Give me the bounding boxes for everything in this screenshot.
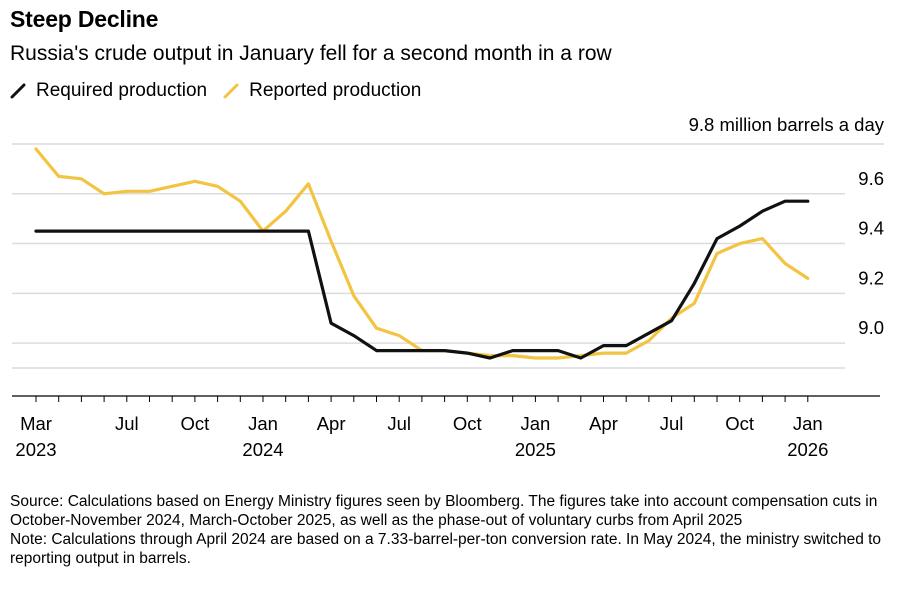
x-tick-label: Jul [660,413,684,434]
legend-label-reported: Reported production [249,80,422,101]
x-tick-label: Oct [453,413,482,434]
footnotes: Source: Calculations based on Energy Min… [10,492,890,568]
legend-label-required: Required production [36,80,208,101]
legend: Required production Reported production [10,80,437,102]
x-tick-label: Jul [115,413,139,434]
x-tick-label: Apr [317,413,346,434]
method-note: Note: Calculations through April 2024 ar… [10,531,882,567]
x-tick-label: Jan [248,413,278,434]
legend-swatch-reported-icon [223,83,239,99]
y-tick-label: 9.0 [858,317,884,338]
x-tick-label: Apr [589,413,618,434]
x-tick-year-label: 2023 [15,439,56,460]
x-tick-year-label: 2024 [242,439,283,460]
source-note: Source: Calculations based on Energy Min… [10,493,878,529]
series-line-reported [34,147,810,360]
x-tick-label: Jan [793,413,823,434]
legend-swatch-required-icon [10,83,26,99]
x-tick-label: Jan [520,413,550,434]
series-line-required [34,199,810,360]
x-tick-label: Oct [725,413,754,434]
y-tick-label: 9.4 [858,218,884,239]
x-tick-label: Mar [20,413,52,434]
x-tick-year-label: 2025 [515,439,556,460]
unit-label: 9.8 million barrels a day [689,114,885,135]
x-tick-label: Jul [387,413,411,434]
y-tick-label: 9.6 [858,168,884,189]
y-tick-label: 9.2 [858,267,884,288]
x-tick-label: Oct [181,413,210,434]
legend-item-reported: Reported production [223,80,421,102]
x-tick-year-label: 2026 [787,439,828,460]
line-chart: 9.8 million barrels a day 9.0 9.2 9.4 9.6 Mar… [12,114,885,460]
legend-item-required: Required production [10,80,207,102]
chart-title: Steep Decline [10,6,159,32]
chart-subtitle: Russia's crude output in January fell fo… [10,42,612,65]
